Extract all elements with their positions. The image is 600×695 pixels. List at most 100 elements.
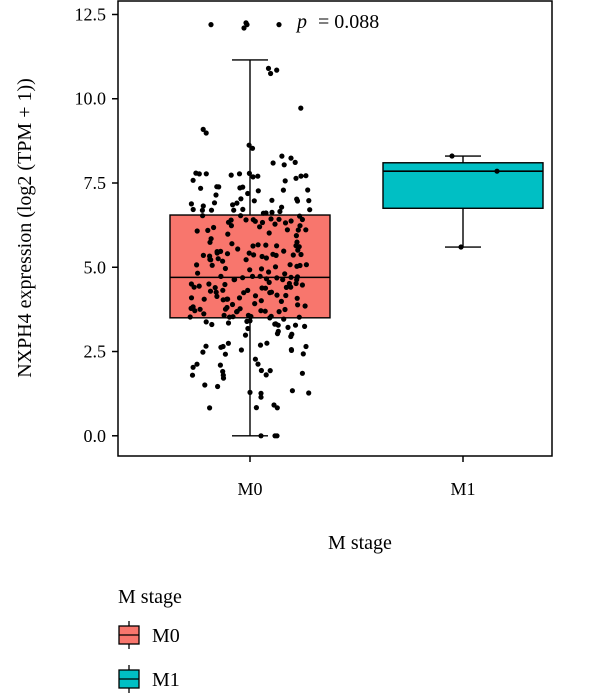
data-point xyxy=(200,349,206,355)
data-point xyxy=(280,187,286,193)
data-point xyxy=(206,281,212,287)
data-point xyxy=(263,255,269,261)
data-point xyxy=(267,368,273,374)
data-point xyxy=(303,343,309,350)
data-point xyxy=(245,190,251,197)
legend-label: M0 xyxy=(152,625,180,647)
data-point xyxy=(220,372,226,378)
data-point xyxy=(225,296,231,302)
data-point xyxy=(280,277,286,283)
data-point xyxy=(194,361,200,367)
plot-frame xyxy=(117,0,553,457)
data-point xyxy=(303,262,309,268)
y-tick-label: 10.0 xyxy=(75,89,107,109)
data-point xyxy=(257,224,263,230)
data-point xyxy=(203,130,209,136)
data-point xyxy=(279,153,285,159)
data-point xyxy=(238,347,244,353)
data-point xyxy=(288,333,294,340)
data-point xyxy=(249,273,256,279)
data-point xyxy=(224,304,230,311)
data-point xyxy=(222,281,228,288)
data-point xyxy=(303,173,309,179)
data-point xyxy=(272,221,278,227)
data-point xyxy=(258,433,264,439)
y-tick-label: 12.5 xyxy=(75,4,107,24)
data-point xyxy=(265,65,272,71)
data-point xyxy=(274,67,280,73)
data-point xyxy=(268,216,274,222)
data-point xyxy=(276,22,282,28)
legend: M stage M0 M1 xyxy=(118,586,182,693)
data-point xyxy=(245,287,251,293)
data-point xyxy=(297,213,303,219)
data-point xyxy=(297,262,303,269)
data-point xyxy=(258,308,264,314)
data-point xyxy=(276,309,282,315)
data-point xyxy=(197,306,203,312)
data-point xyxy=(196,283,202,289)
data-point xyxy=(298,251,304,258)
data-point xyxy=(225,340,231,346)
data-point xyxy=(212,285,218,291)
data-point xyxy=(255,173,261,179)
data-point xyxy=(190,177,196,183)
data-point xyxy=(236,171,243,177)
data-point xyxy=(252,218,258,224)
data-point xyxy=(199,207,205,213)
data-point xyxy=(259,285,265,291)
data-point xyxy=(307,207,313,213)
data-point xyxy=(246,142,252,148)
data-point xyxy=(191,284,197,290)
data-point xyxy=(295,227,301,233)
data-point xyxy=(195,270,201,276)
data-point xyxy=(218,344,224,350)
data-point xyxy=(201,296,207,302)
data-point xyxy=(294,274,301,280)
data-point xyxy=(208,207,215,213)
data-point xyxy=(188,305,194,311)
data-point xyxy=(218,273,224,279)
data-point xyxy=(257,273,263,279)
data-point xyxy=(282,178,288,184)
data-point xyxy=(292,159,298,165)
data-point xyxy=(208,22,214,28)
data-point xyxy=(282,306,288,313)
data-point xyxy=(260,210,266,216)
y-tick-label: 2.5 xyxy=(84,342,107,362)
data-point xyxy=(244,22,250,28)
data-point xyxy=(194,228,200,234)
data-point xyxy=(252,356,258,362)
data-point xyxy=(247,318,253,324)
data-point xyxy=(238,196,244,202)
data-point xyxy=(200,126,206,132)
data-point xyxy=(275,322,281,328)
data-point xyxy=(255,242,261,248)
data-point xyxy=(268,289,275,295)
data-point xyxy=(283,292,289,299)
data-point xyxy=(230,202,236,208)
box-m1 xyxy=(382,155,544,248)
data-point xyxy=(268,313,274,319)
y-axis: 0.0 2.5 5.0 7.5 10.0 12.5 xyxy=(75,4,118,446)
data-point xyxy=(287,262,293,268)
x-axis: M0 M1 xyxy=(237,456,476,499)
legend-entry-m0: M0 xyxy=(118,621,180,649)
data-point xyxy=(203,171,209,177)
data-point xyxy=(264,340,270,346)
data-point xyxy=(188,295,195,301)
data-point xyxy=(278,298,284,304)
x-axis-title: M stage xyxy=(328,532,392,554)
data-point xyxy=(249,145,256,151)
data-point xyxy=(296,314,302,320)
data-point xyxy=(247,389,253,395)
data-point xyxy=(194,262,200,268)
data-point xyxy=(263,242,269,248)
data-point xyxy=(243,217,249,223)
data-point xyxy=(279,204,285,210)
data-point xyxy=(207,405,213,411)
data-point xyxy=(255,188,261,194)
data-point xyxy=(289,388,295,394)
data-point xyxy=(250,243,256,249)
